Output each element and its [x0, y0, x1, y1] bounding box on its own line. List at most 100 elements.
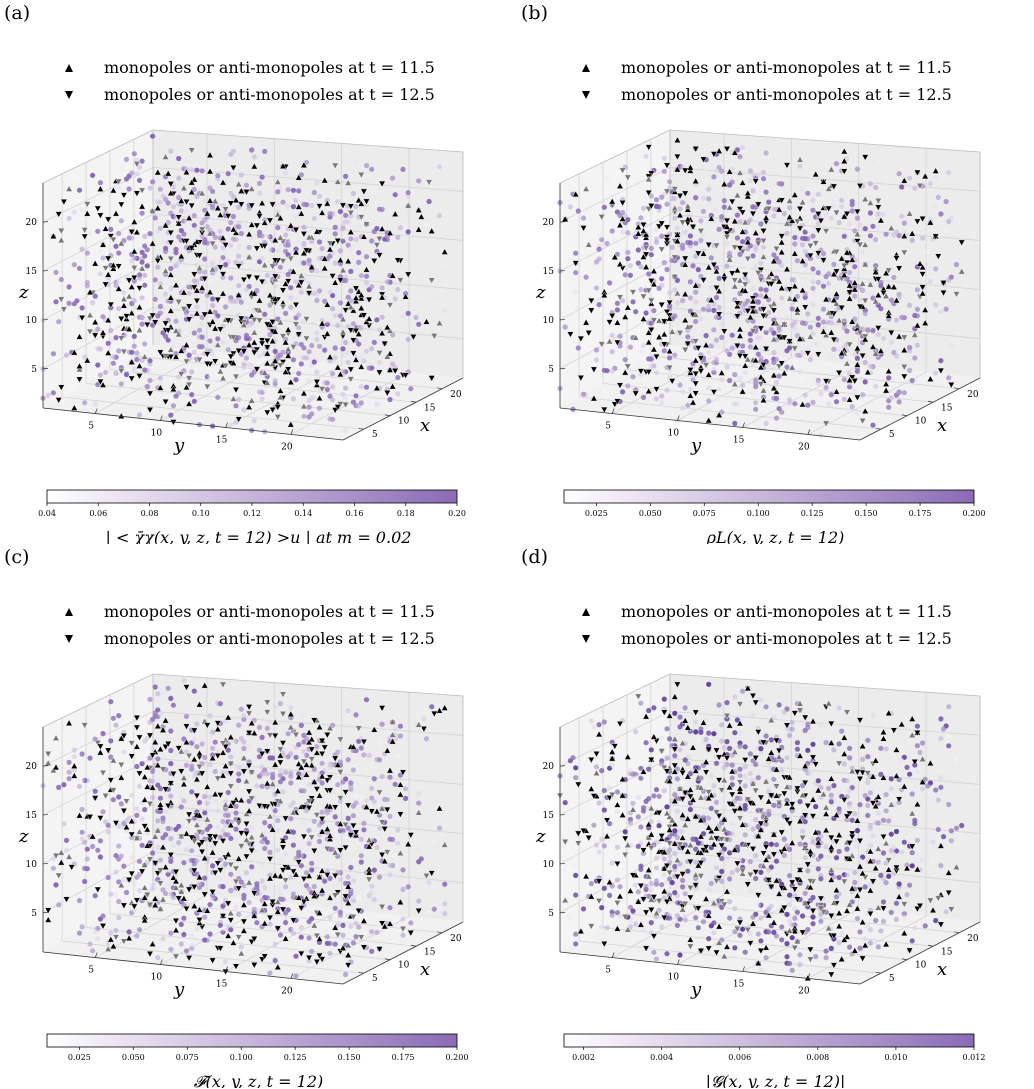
- monopole-marker-up: [177, 252, 185, 260]
- data-point: [719, 409, 725, 415]
- data-point: [306, 404, 312, 410]
- monopole-marker-down: [237, 315, 245, 323]
- monopole-marker-up: [104, 349, 112, 356]
- data-point: [358, 400, 364, 406]
- data-point: [612, 365, 618, 371]
- monopole-marker-up: [295, 281, 303, 288]
- data-point: [794, 352, 800, 358]
- data-point: [899, 314, 905, 320]
- data-point: [747, 178, 753, 184]
- data-point: [416, 302, 422, 308]
- data-point: [763, 329, 769, 335]
- data-point: [191, 213, 197, 219]
- data-point: [277, 264, 283, 270]
- data-point: [160, 239, 166, 245]
- data-point: [139, 249, 145, 255]
- data-point: [914, 342, 920, 348]
- data-point: [217, 258, 223, 264]
- data-point: [194, 304, 200, 310]
- data-point: [337, 208, 343, 215]
- data-point: [698, 218, 704, 224]
- data-point: [680, 389, 686, 395]
- monopole-marker-down: [138, 187, 146, 195]
- data-point: [609, 368, 615, 374]
- data-point: [288, 304, 294, 310]
- data-point: [734, 235, 740, 241]
- monopole-marker-up: [206, 167, 214, 175]
- data-point: [698, 316, 704, 322]
- data-point: [142, 282, 148, 288]
- data-point: [322, 298, 328, 304]
- data-point: [575, 208, 581, 214]
- data-point: [306, 414, 312, 420]
- monopole-marker-up: [240, 321, 248, 328]
- monopole-marker-up: [292, 248, 300, 256]
- monopole-marker-down: [289, 344, 297, 351]
- monopole-marker-up: [263, 379, 271, 386]
- data-point: [857, 222, 863, 228]
- monopole-marker-up: [378, 225, 386, 232]
- monopole-marker-down: [391, 368, 399, 375]
- monopole-marker-up: [248, 185, 256, 192]
- data-point: [139, 259, 145, 265]
- data-point: [316, 239, 323, 245]
- data-point: [878, 283, 884, 289]
- monopole-marker-down: [117, 368, 125, 375]
- monopole-marker-up: [386, 327, 394, 334]
- data-point: [781, 211, 787, 217]
- monopole-marker-up: [276, 233, 284, 241]
- data-point: [575, 345, 581, 351]
- data-point: [896, 295, 902, 301]
- data-point: [337, 248, 343, 254]
- data-point: [943, 306, 949, 312]
- monopole-marker-up: [344, 257, 352, 264]
- data-point: [854, 355, 860, 361]
- monopole-marker-down: [235, 416, 243, 423]
- data-point: [713, 294, 720, 301]
- data-point: [350, 190, 356, 197]
- data-point: [157, 375, 163, 381]
- data-point: [713, 405, 720, 411]
- monopole-marker-down: [305, 290, 313, 297]
- data-point: [912, 185, 918, 191]
- monopole-marker-up: [276, 387, 284, 394]
- monopole-marker-down: [222, 363, 230, 370]
- monopole-marker-up: [339, 266, 347, 274]
- monopole-marker-up: [300, 389, 308, 397]
- monopole-marker-up: [214, 341, 222, 348]
- monopole-marker-down: [128, 375, 136, 383]
- data-point: [228, 298, 234, 304]
- data-point: [353, 158, 359, 164]
- colorbar-tick-label: 0.075: [693, 509, 716, 518]
- data-point: [862, 226, 868, 232]
- monopole-marker-down: [331, 162, 339, 170]
- data-point: [220, 297, 226, 303]
- monopole-marker-up: [65, 185, 73, 192]
- data-point: [194, 226, 200, 232]
- data-point: [139, 158, 145, 164]
- data-point: [233, 403, 239, 409]
- data-point: [873, 237, 879, 243]
- data-point: [833, 399, 840, 405]
- data-point: [152, 277, 158, 283]
- data-point: [189, 369, 195, 375]
- data-point: [335, 199, 341, 205]
- data-point: [155, 264, 161, 270]
- monopole-marker-down: [146, 390, 154, 398]
- data-point: [168, 285, 174, 291]
- monopole-marker-up: [255, 296, 264, 304]
- data-point: [314, 268, 320, 274]
- data-point: [753, 406, 759, 412]
- data-point: [708, 255, 714, 261]
- monopole-marker-down: [57, 227, 65, 235]
- monopole-marker-down: [57, 384, 65, 391]
- data-point: [129, 349, 135, 355]
- monopole-marker-down: [245, 274, 253, 281]
- monopole-marker-down: [373, 242, 381, 249]
- data-point: [844, 328, 850, 334]
- data-point: [820, 251, 827, 257]
- data-point: [896, 233, 902, 239]
- data-point: [92, 293, 98, 299]
- legend: monopoles or anti-monopoles at t = 11.5 …: [581, 54, 952, 108]
- data-point: [820, 319, 827, 325]
